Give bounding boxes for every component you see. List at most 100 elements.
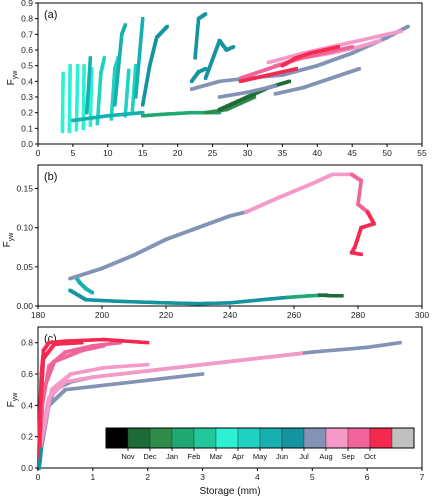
y-tick-label: 0.0 xyxy=(21,463,33,473)
data-point xyxy=(141,110,145,115)
y-tick: 0.8 xyxy=(21,338,38,348)
x-tick: 15 xyxy=(138,144,148,158)
x-tick: 200 xyxy=(95,306,109,320)
series-jul xyxy=(68,210,248,281)
panel-a-ylabel: Fyw xyxy=(6,70,19,86)
colorbar-swatch xyxy=(105,427,129,449)
data-point xyxy=(406,24,410,29)
series-may xyxy=(74,276,95,295)
x-tick-label: 40 xyxy=(313,148,323,158)
panel-a-frame xyxy=(37,2,423,145)
data-point xyxy=(90,67,94,71)
x-tick: 55 xyxy=(417,144,427,158)
data-point xyxy=(357,67,361,71)
data-point xyxy=(102,344,106,348)
x-tick-label: 45 xyxy=(347,148,357,158)
colorbar-swatch xyxy=(127,427,151,449)
colorbar-label: Jan xyxy=(166,452,178,461)
x-tick: 0 xyxy=(36,144,41,158)
colorbar-swatch xyxy=(237,427,261,449)
y-tick-label: 0.4 xyxy=(21,400,33,410)
x-tick: 25 xyxy=(208,144,218,158)
y-tick: 0.05 xyxy=(16,262,38,272)
y-tick: 0.2 xyxy=(21,432,38,442)
x-tick-label: 240 xyxy=(223,310,237,320)
data-point xyxy=(350,45,354,49)
series-jun xyxy=(141,12,236,107)
panel-c-ylabel: Fyw xyxy=(6,392,19,408)
x-tick-label: 6 xyxy=(365,472,370,482)
panel-b-frame xyxy=(37,164,423,307)
colorbar-swatch xyxy=(215,427,239,449)
y-tick: 0.00 xyxy=(16,301,38,311)
data-point xyxy=(273,84,278,88)
colorbar-swatch xyxy=(303,427,327,449)
x-tick: 20 xyxy=(173,144,183,158)
data-point xyxy=(134,63,138,68)
colorbar-label: Nov xyxy=(121,452,135,461)
y-tick: 0.9 xyxy=(21,0,38,8)
y-tick: 0.8 xyxy=(21,14,38,24)
panel-c-ticks: 0 1 2 3 4 5 6 7 0.0 0.2 0.4 0.6 0.8 xyxy=(21,338,424,482)
x-tick: 2 xyxy=(145,468,150,482)
data-point xyxy=(68,63,72,68)
x-tick-label: 7 xyxy=(420,472,425,482)
x-tick: 7 xyxy=(420,468,425,482)
x-tick-label: 300 xyxy=(415,310,429,320)
x-tick-label: 30 xyxy=(243,148,253,158)
colorbar-label: Sep xyxy=(341,452,354,461)
data-point xyxy=(287,79,292,84)
y-tick-label: 0.6 xyxy=(21,369,33,379)
panel-b: (b) Fyw 180 200 220 240 260 280 300 0.00 0.05 0.1… xyxy=(2,164,429,320)
panel-c-ylabel-text: Fyw xyxy=(6,392,19,408)
x-tick: 280 xyxy=(351,306,365,320)
panel-a-ylabel-text: Fyw xyxy=(6,70,19,86)
x-tick: 5 xyxy=(310,468,315,482)
series-nov xyxy=(317,293,344,298)
x-tick: 3 xyxy=(200,468,205,482)
colorbar-label: Apr xyxy=(232,452,244,461)
colorbar-label: Dec xyxy=(143,452,157,461)
y-tick-label: 0.8 xyxy=(21,338,33,348)
y-tick: 0.4 xyxy=(21,400,38,410)
series-apr xyxy=(95,56,138,126)
y-tick: 0.0 xyxy=(21,139,38,149)
x-tick: 35 xyxy=(278,144,288,158)
panel-a: (a) Fyw 0 5 10 15 20 25 30 35 40 45 50 550.00.10.20… xyxy=(6,0,427,158)
data-point xyxy=(76,63,80,68)
y-tick-label: 0.2 xyxy=(21,432,33,442)
x-tick-label: 5 xyxy=(310,472,315,482)
panel-c-marks xyxy=(36,337,402,470)
x-tick-label: 20 xyxy=(173,148,183,158)
data-point xyxy=(118,340,122,345)
data-point xyxy=(399,29,403,33)
x-tick-label: 200 xyxy=(95,310,109,320)
x-tick: 4 xyxy=(255,468,260,482)
x-tick: 260 xyxy=(287,306,301,320)
x-tick-label: 35 xyxy=(278,148,288,158)
y-tick: 0.6 xyxy=(21,45,38,55)
colorbar-swatch xyxy=(171,427,195,449)
data-point xyxy=(231,45,236,49)
data-point xyxy=(294,67,299,71)
data-point xyxy=(80,340,84,345)
x-tick: 6 xyxy=(365,468,370,482)
panel-c-xlabel: Storage (mm) xyxy=(199,486,260,497)
y-tick-label: 0.9 xyxy=(21,0,33,8)
x-tick: 1 xyxy=(90,468,95,482)
colorbar-label: Feb xyxy=(188,452,201,461)
y-tick-label: 0.7 xyxy=(21,29,33,39)
series-jun xyxy=(68,288,290,306)
y-tick-label: 0.0 xyxy=(21,139,33,149)
data-point xyxy=(141,16,145,21)
colorbar-label: Jul xyxy=(299,452,309,461)
y-tick: 0.3 xyxy=(21,92,38,102)
data-point xyxy=(359,252,363,256)
x-tick-label: 10 xyxy=(103,148,113,158)
x-tick-label: 55 xyxy=(417,148,427,158)
data-point xyxy=(123,23,127,27)
series-jul xyxy=(37,340,402,470)
x-tick-label: 15 xyxy=(138,148,148,158)
x-tick: 0 xyxy=(36,468,41,482)
